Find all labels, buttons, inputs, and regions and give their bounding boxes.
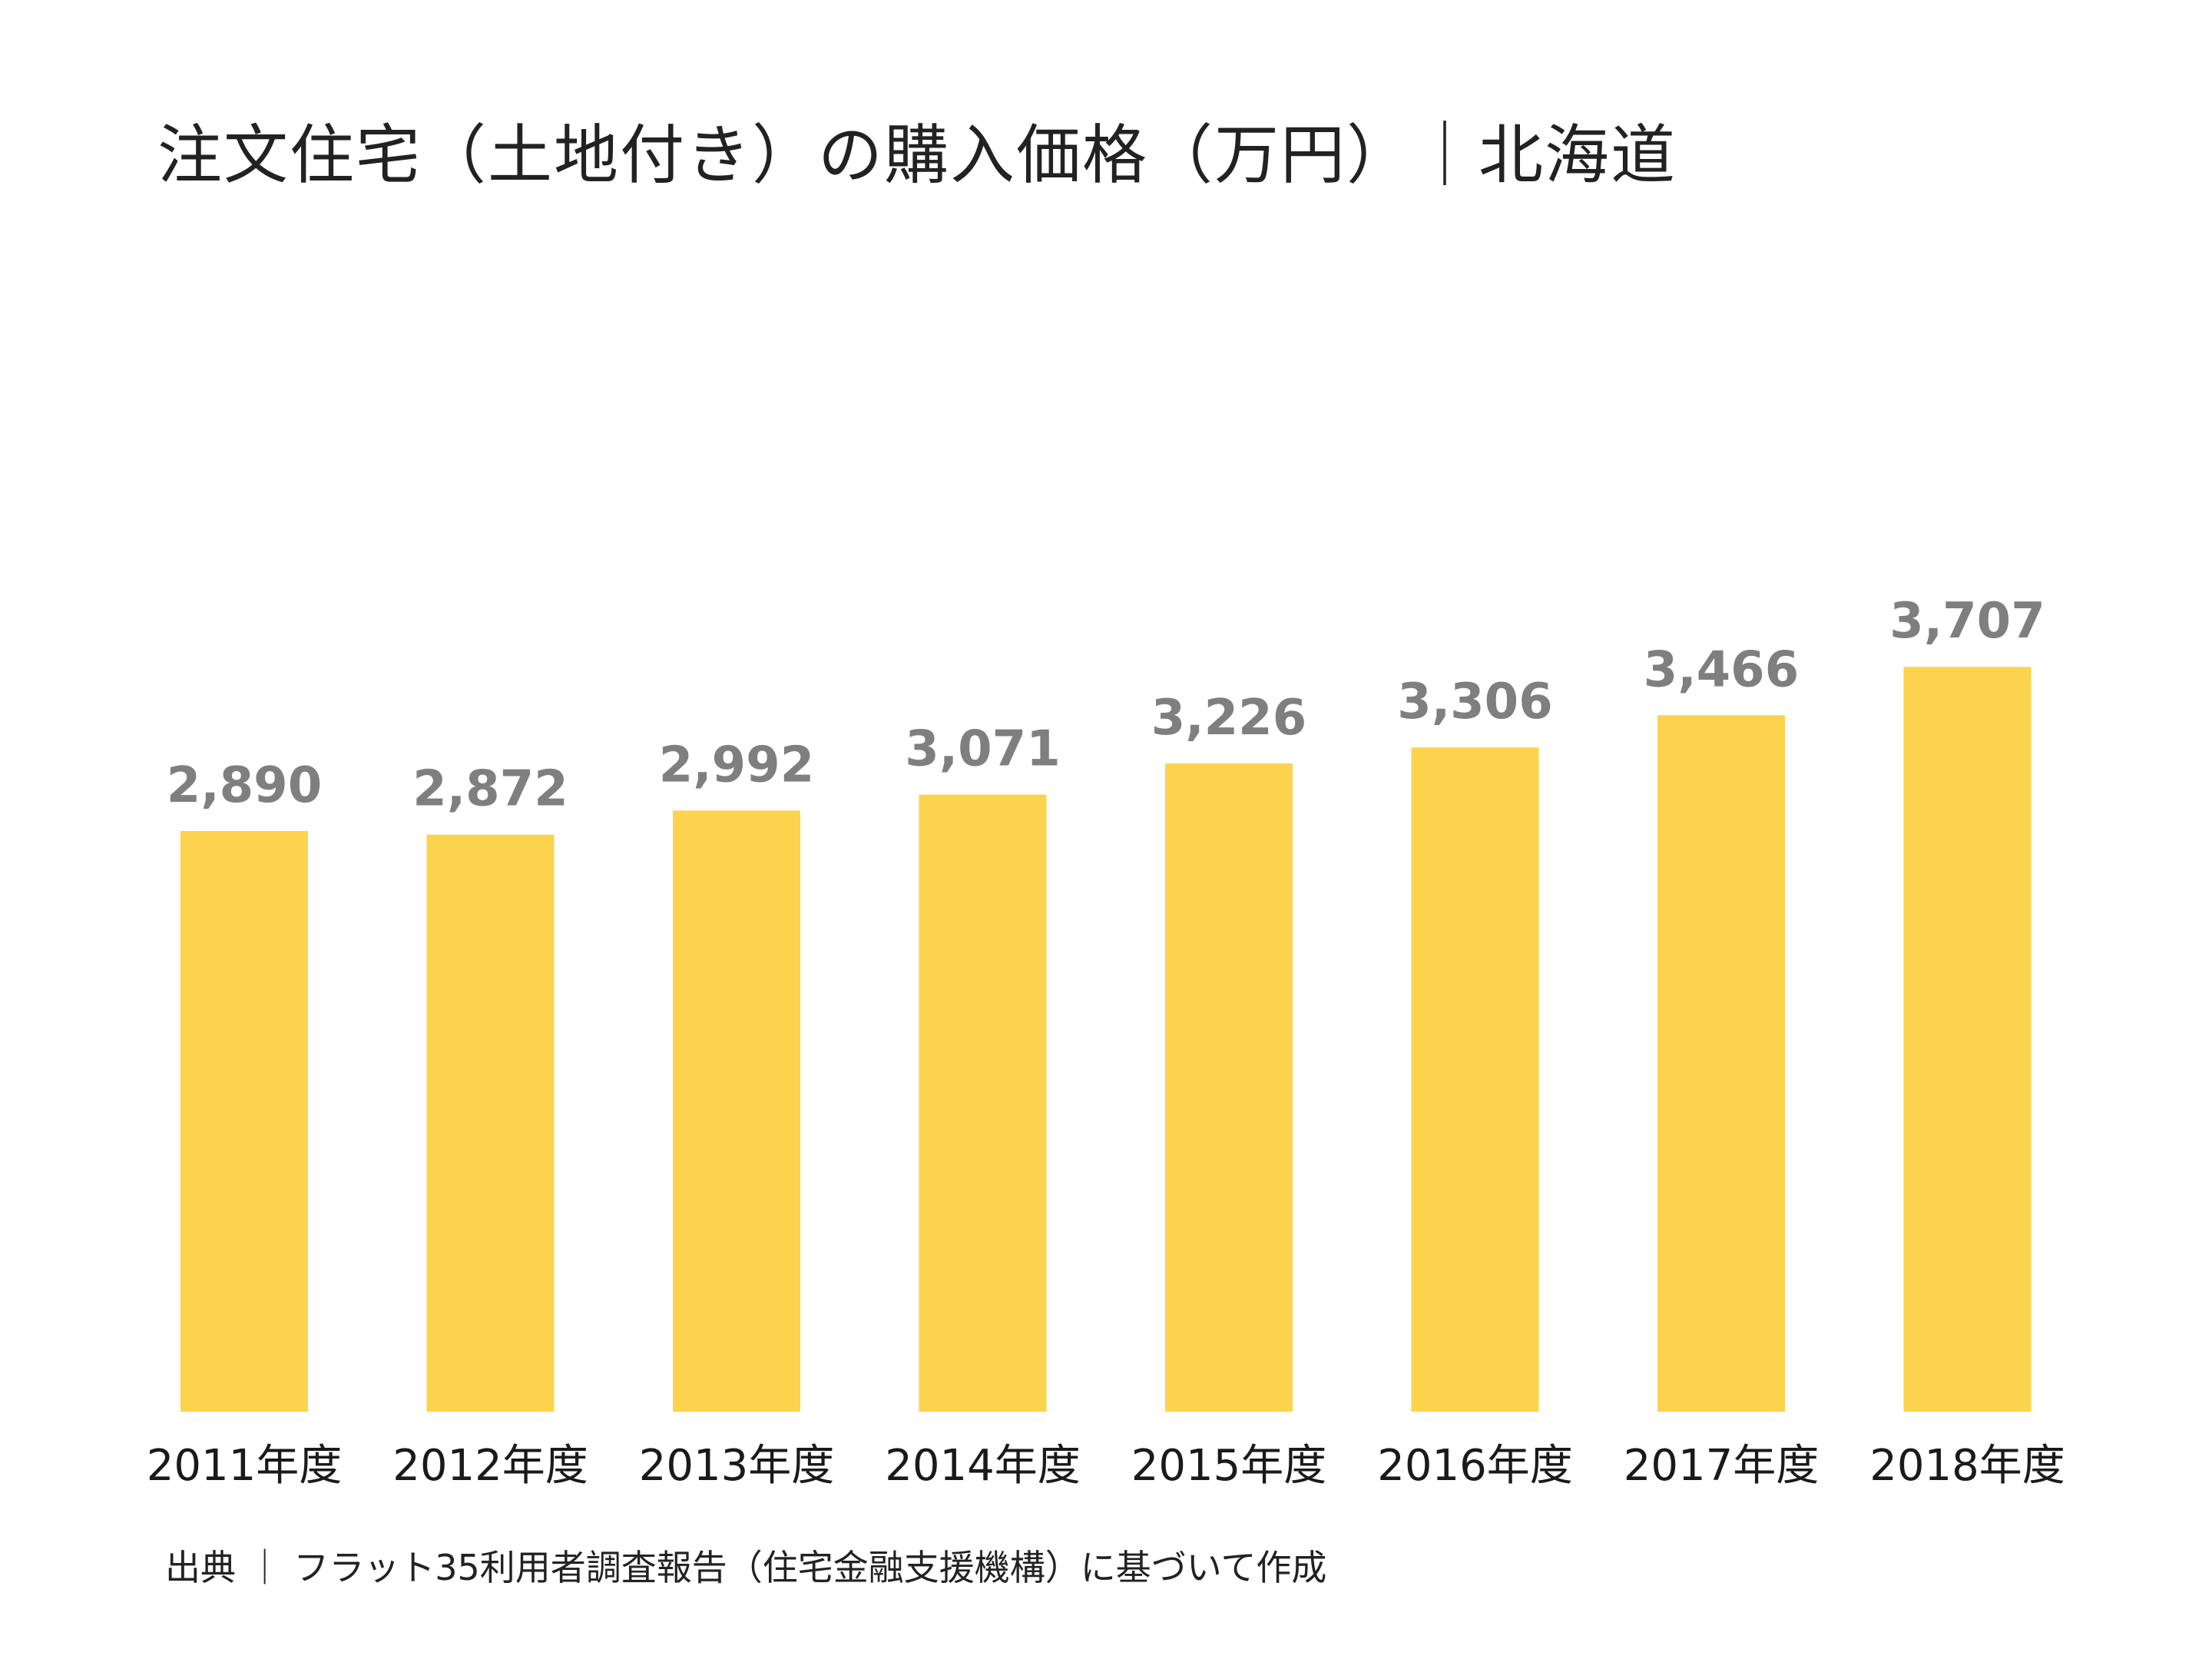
bar-2013年度 [673, 810, 800, 1412]
value-label-2014年度: 3,071 [905, 721, 1060, 778]
category-labels-group: 2011年度 2012年度 2013年度 2014年度 2015年度 2016年度 2017… [147, 1441, 2065, 1491]
category-label-2011年度: 2011年度 [147, 1441, 343, 1491]
category-label-2012年度: 2012年度 [392, 1441, 588, 1491]
category-label-2016年度: 2016年度 [1377, 1441, 1573, 1491]
value-label-2016年度: 3,306 [1397, 674, 1552, 730]
value-label-2018年度: 3,707 [1889, 593, 2045, 650]
value-label-2013年度: 2,992 [659, 737, 814, 793]
value-labels-group: 2,890 2,872 2,992 3,071 3,226 3,306 3,466 3,707 [167, 593, 2045, 817]
category-label-2013年度: 2013年度 [639, 1441, 835, 1491]
bar-2017年度 [1657, 715, 1785, 1412]
value-label-2017年度: 3,466 [1644, 641, 1799, 698]
category-label-2018年度: 2018年度 [1869, 1441, 2065, 1491]
bars-group [180, 667, 2032, 1412]
category-label-2015年度: 2015年度 [1131, 1441, 1327, 1491]
chart-title: 注文住宅（土地付き）の購入価格（万円）｜北海道 [157, 118, 1677, 193]
bar-2014年度 [919, 794, 1047, 1412]
value-label-2011年度: 2,890 [167, 757, 322, 814]
category-label-2014年度: 2014年度 [885, 1441, 1081, 1491]
bar-2011年度 [180, 831, 308, 1412]
bar-2015年度 [1165, 763, 1293, 1412]
category-label-2017年度: 2017年度 [1624, 1441, 1820, 1491]
value-label-2012年度: 2,872 [412, 761, 568, 818]
chart-source-note: 出典 ｜ フラット35利用者調査報告（住宅金融支援機構）に基づいて作成 [165, 1547, 1327, 1588]
bar-2018年度 [1903, 667, 2032, 1412]
value-label-2015年度: 3,226 [1151, 690, 1306, 747]
bar-2012年度 [426, 834, 555, 1412]
bar-2016年度 [1411, 747, 1539, 1412]
